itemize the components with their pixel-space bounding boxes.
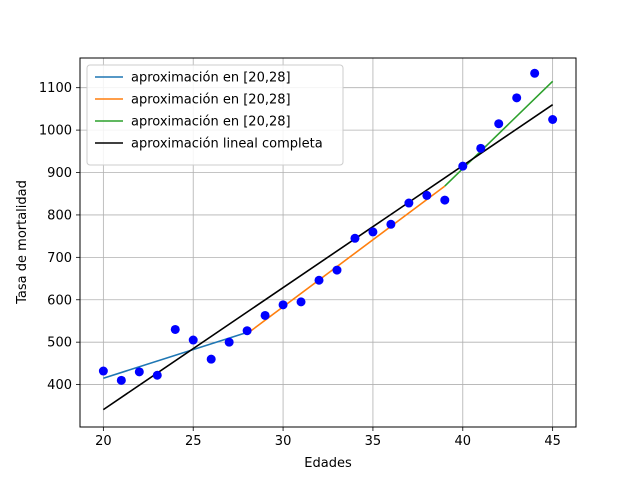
data-point bbox=[134, 367, 144, 377]
legend-entry-label: aproximación en [20,28] bbox=[131, 93, 291, 108]
data-point bbox=[188, 335, 198, 345]
data-point bbox=[386, 219, 396, 229]
series-line-4 bbox=[102, 103, 554, 411]
data-point bbox=[458, 161, 468, 171]
plot-frame bbox=[79, 57, 577, 428]
x-tick-label: 25 bbox=[185, 434, 202, 449]
legend-entry-label: aproximación en [20,28] bbox=[131, 115, 291, 130]
data-point bbox=[260, 310, 270, 320]
data-point bbox=[224, 337, 234, 347]
data-point bbox=[476, 143, 486, 153]
data-point bbox=[278, 300, 288, 310]
data-point bbox=[314, 275, 324, 285]
data-point bbox=[242, 326, 252, 336]
data-point bbox=[512, 93, 522, 103]
y-tick-label: 1000 bbox=[39, 124, 72, 139]
y-tick-label: 400 bbox=[47, 378, 72, 393]
data-point bbox=[170, 324, 180, 334]
y-tick-label: 900 bbox=[47, 166, 72, 181]
data-point bbox=[548, 115, 558, 124]
data-point bbox=[98, 366, 108, 376]
data-point bbox=[332, 265, 342, 275]
legend-entry-label: aproximación en [20,28] bbox=[131, 71, 291, 86]
data-point bbox=[350, 233, 360, 243]
data-point bbox=[206, 354, 216, 364]
data-point bbox=[494, 119, 504, 129]
data-point bbox=[116, 375, 126, 385]
x-tick-label: 40 bbox=[455, 434, 472, 449]
x-axis-label: Edades bbox=[304, 456, 352, 471]
legend-box bbox=[86, 64, 344, 166]
data-point bbox=[440, 195, 450, 205]
y-tick-label: 1100 bbox=[39, 81, 72, 96]
x-tick-label: 20 bbox=[95, 434, 112, 449]
y-tick-label: 700 bbox=[47, 251, 72, 266]
data-point bbox=[422, 190, 432, 200]
x-axis-ticks: 20 25 30 35 40 45 bbox=[95, 427, 561, 449]
legend-entry-label: aproximación lineal completa bbox=[131, 137, 323, 152]
y-tick-label: 500 bbox=[47, 336, 72, 351]
series-line-2 bbox=[246, 185, 446, 335]
data-points bbox=[98, 68, 558, 385]
data-point bbox=[296, 297, 306, 307]
x-tick-label: 30 bbox=[275, 434, 292, 449]
data-point bbox=[368, 227, 378, 237]
y-axis-label: Tasa de mortalidad bbox=[15, 180, 30, 305]
x-tick-label: 45 bbox=[544, 434, 561, 449]
data-point bbox=[404, 198, 414, 208]
y-tick-label: 800 bbox=[47, 208, 72, 223]
data-point bbox=[530, 68, 540, 78]
series-lines bbox=[102, 80, 554, 411]
y-tick-label: 600 bbox=[47, 293, 72, 308]
x-tick-label: 35 bbox=[365, 434, 382, 449]
data-point bbox=[152, 370, 162, 380]
legend: aproximación en [20,28] aproximación en [… bbox=[86, 64, 344, 166]
y-axis-ticks: 400 500 600 700 800 900 1000 1100 bbox=[39, 81, 80, 393]
series-line-1 bbox=[103, 331, 248, 379]
